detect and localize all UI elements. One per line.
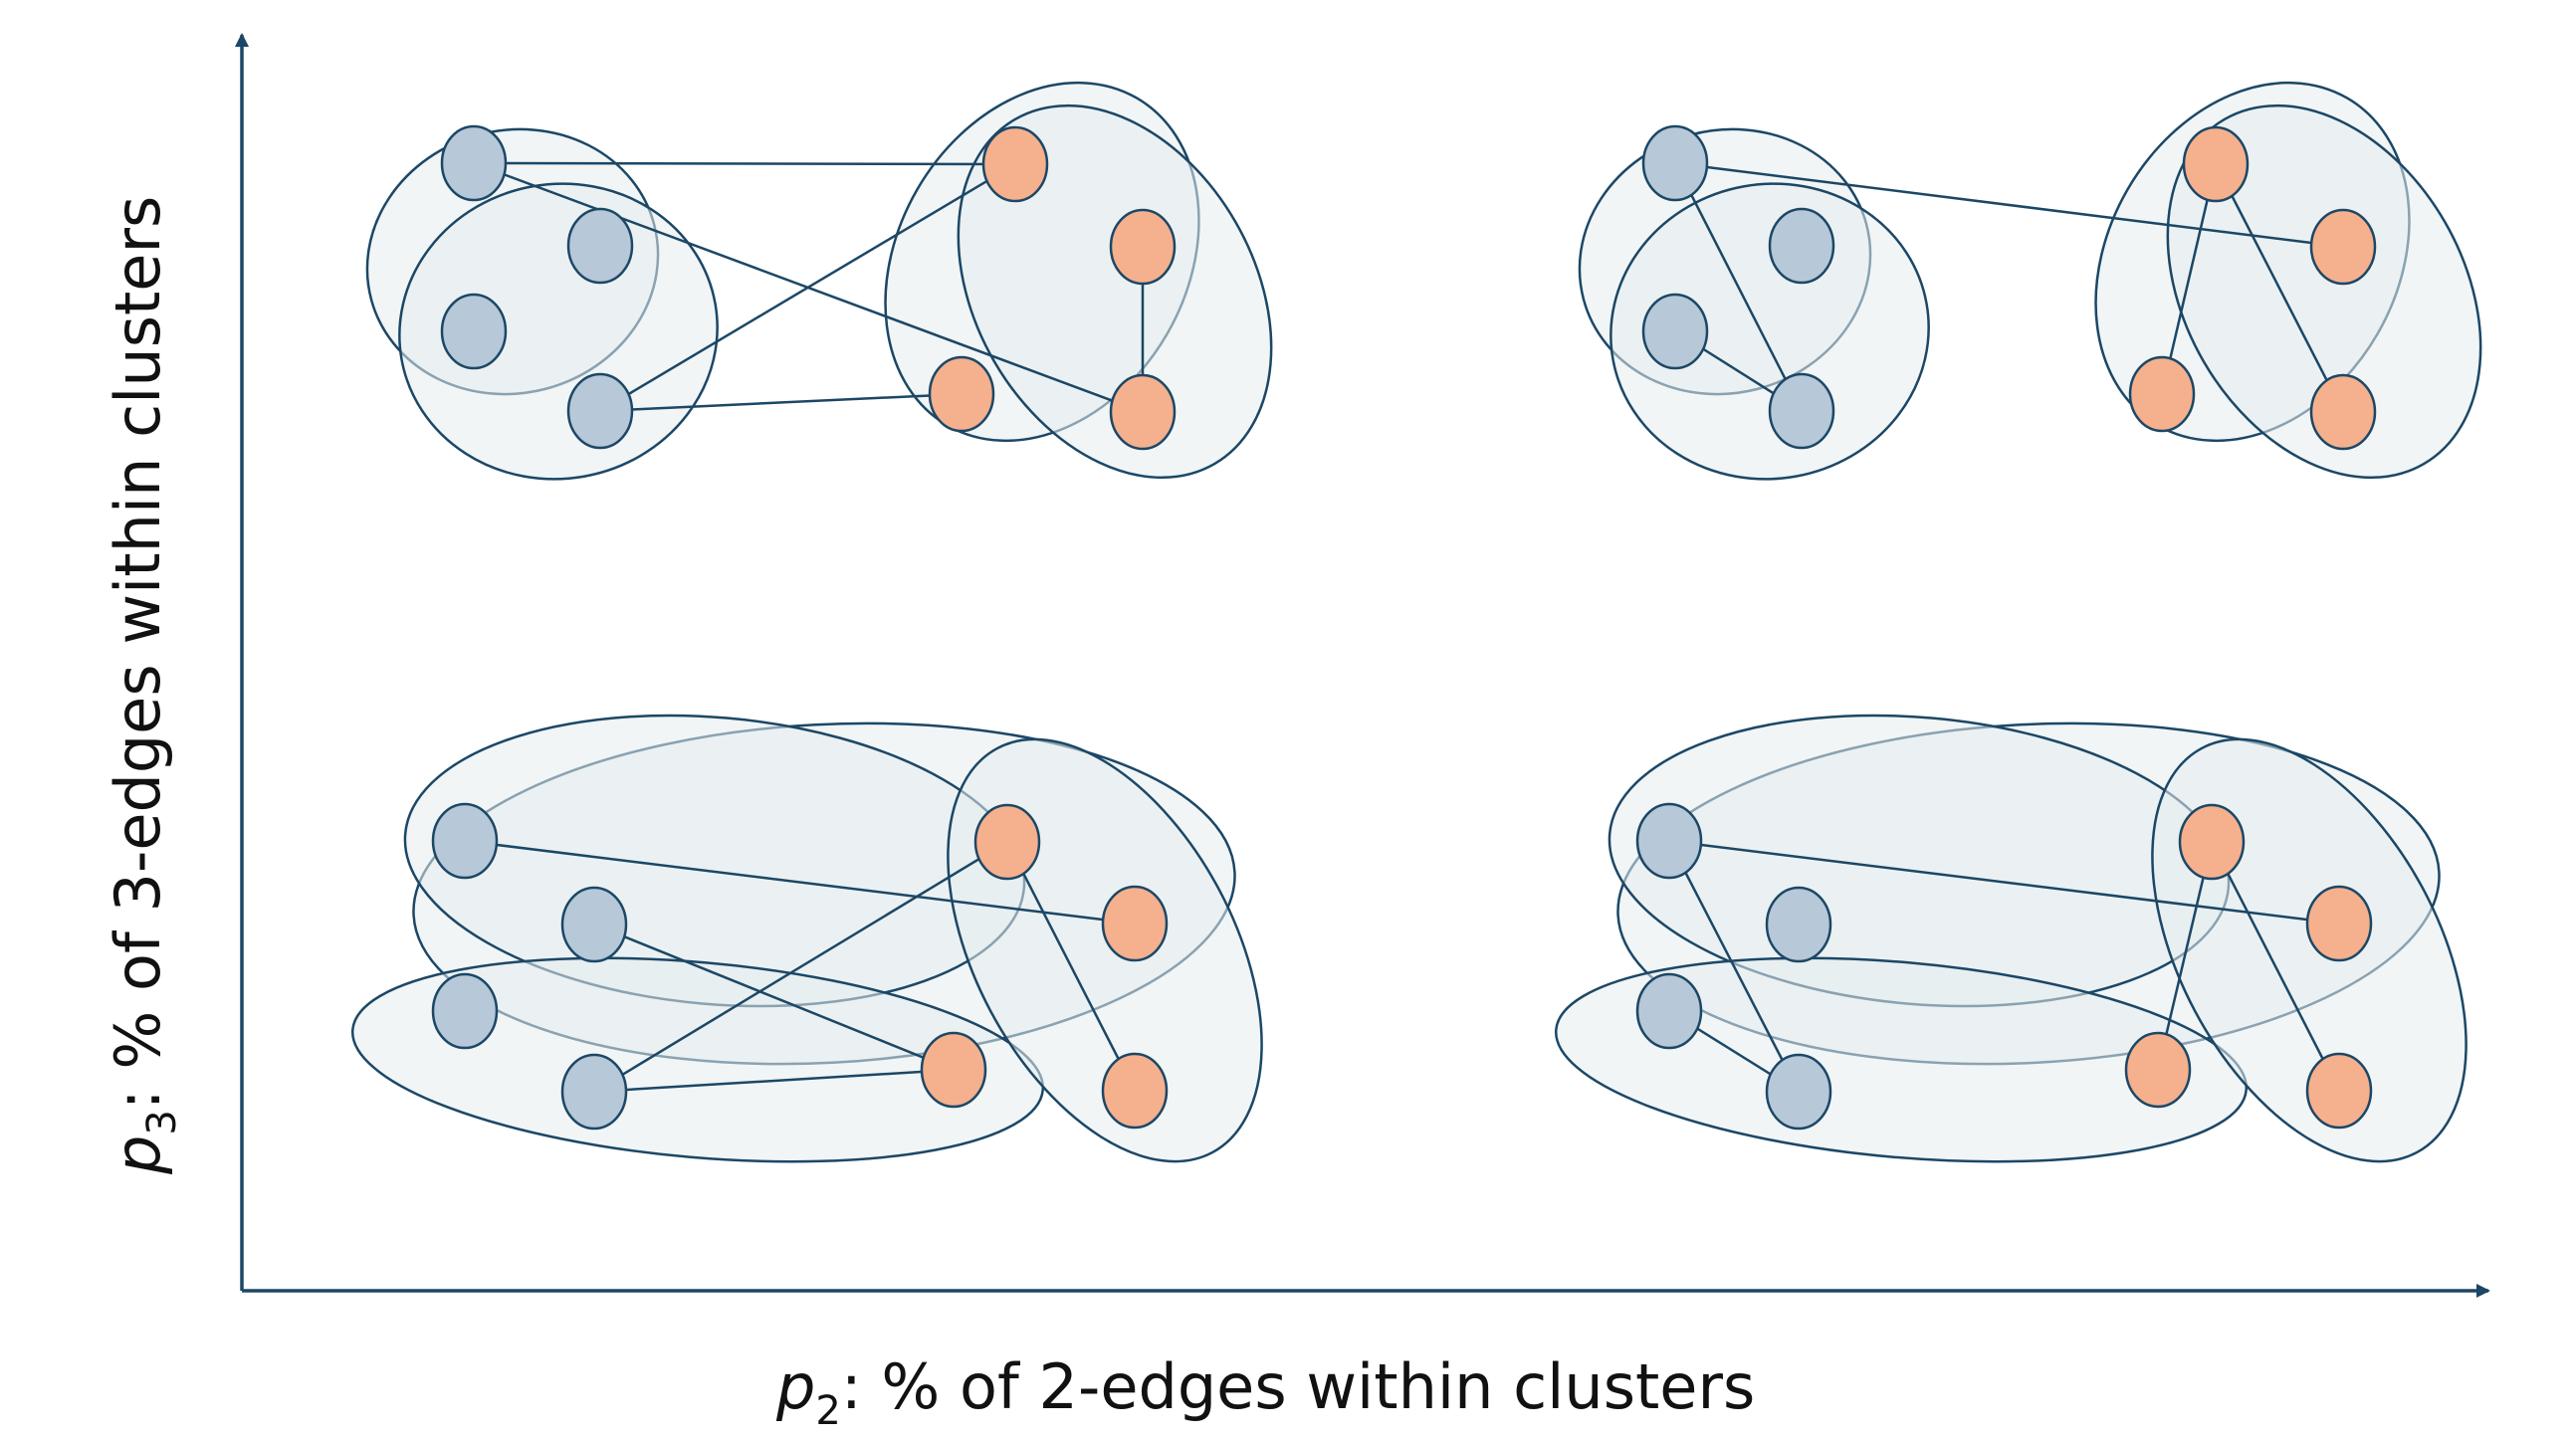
y-axis-var: p xyxy=(102,1135,174,1175)
hyperedge xyxy=(350,956,1045,1163)
edge xyxy=(2214,163,2345,413)
x-axis-text: : % of 2-edges within clusters xyxy=(841,1350,1755,1423)
node-orange xyxy=(2305,885,2373,962)
node-orange xyxy=(1101,885,1169,962)
node-blue xyxy=(560,886,628,963)
x-axis-var: p xyxy=(775,1350,815,1423)
hyperedge xyxy=(1610,182,1930,481)
edge xyxy=(599,392,963,413)
edge xyxy=(593,923,955,1072)
node-blue xyxy=(1768,207,1835,285)
hyperedge xyxy=(957,103,1273,480)
node-blue xyxy=(1635,802,1703,880)
node-orange xyxy=(2309,373,2377,451)
panel-top-right xyxy=(1578,81,2482,481)
node-orange xyxy=(981,125,1049,203)
panel-bottom-right xyxy=(1554,714,2468,1163)
node-orange xyxy=(2128,355,2196,433)
node-blue xyxy=(1641,293,1709,370)
edge xyxy=(1668,839,2340,926)
node-blue xyxy=(440,293,508,370)
node-blue xyxy=(1765,1053,1832,1131)
node-blue xyxy=(431,802,499,880)
node-blue xyxy=(1635,972,1703,1050)
edge xyxy=(593,1068,955,1094)
node-orange xyxy=(1101,1052,1169,1130)
node-orange xyxy=(2178,803,2246,881)
y-axis-text: : % of 3-edges within clusters xyxy=(102,196,174,1110)
node-orange xyxy=(2182,125,2250,203)
hyperedge xyxy=(1554,956,2249,1163)
node-orange xyxy=(928,355,995,433)
x-axis-label: p2: % of 2-edges within clusters xyxy=(775,1350,1755,1434)
node-orange xyxy=(1109,373,1177,451)
hyperedge xyxy=(2166,103,2482,480)
node-orange xyxy=(1109,208,1177,286)
edge xyxy=(2156,841,2214,1071)
node-orange xyxy=(2305,1052,2373,1130)
edge xyxy=(1005,841,1137,1092)
panel-top-left xyxy=(365,81,1273,481)
x-axis-sub: 2 xyxy=(815,1388,840,1434)
edge xyxy=(1673,162,1804,412)
node-blue xyxy=(1641,124,1709,202)
node-blue xyxy=(440,124,508,202)
edge xyxy=(473,161,1016,166)
node-orange xyxy=(2309,208,2377,286)
node-blue xyxy=(566,372,634,450)
y-axis-sub: 3 xyxy=(139,1110,185,1134)
node-blue xyxy=(566,207,634,285)
node-orange xyxy=(973,803,1041,881)
node-blue xyxy=(560,1053,628,1131)
node-blue xyxy=(1768,372,1835,450)
edge xyxy=(2160,163,2218,395)
edge xyxy=(1674,161,2344,249)
node-blue xyxy=(1765,886,1832,963)
panel-bottom-left xyxy=(350,714,1263,1163)
edge xyxy=(593,840,1008,1094)
edge xyxy=(2210,841,2341,1092)
node-orange xyxy=(2124,1031,2192,1109)
edge xyxy=(599,162,1016,413)
edge xyxy=(464,839,1136,926)
node-blue xyxy=(431,972,499,1050)
edge xyxy=(1667,840,1801,1093)
node-orange xyxy=(920,1031,987,1109)
y-axis-label: p3: % of 3-edges within clusters xyxy=(102,196,185,1175)
